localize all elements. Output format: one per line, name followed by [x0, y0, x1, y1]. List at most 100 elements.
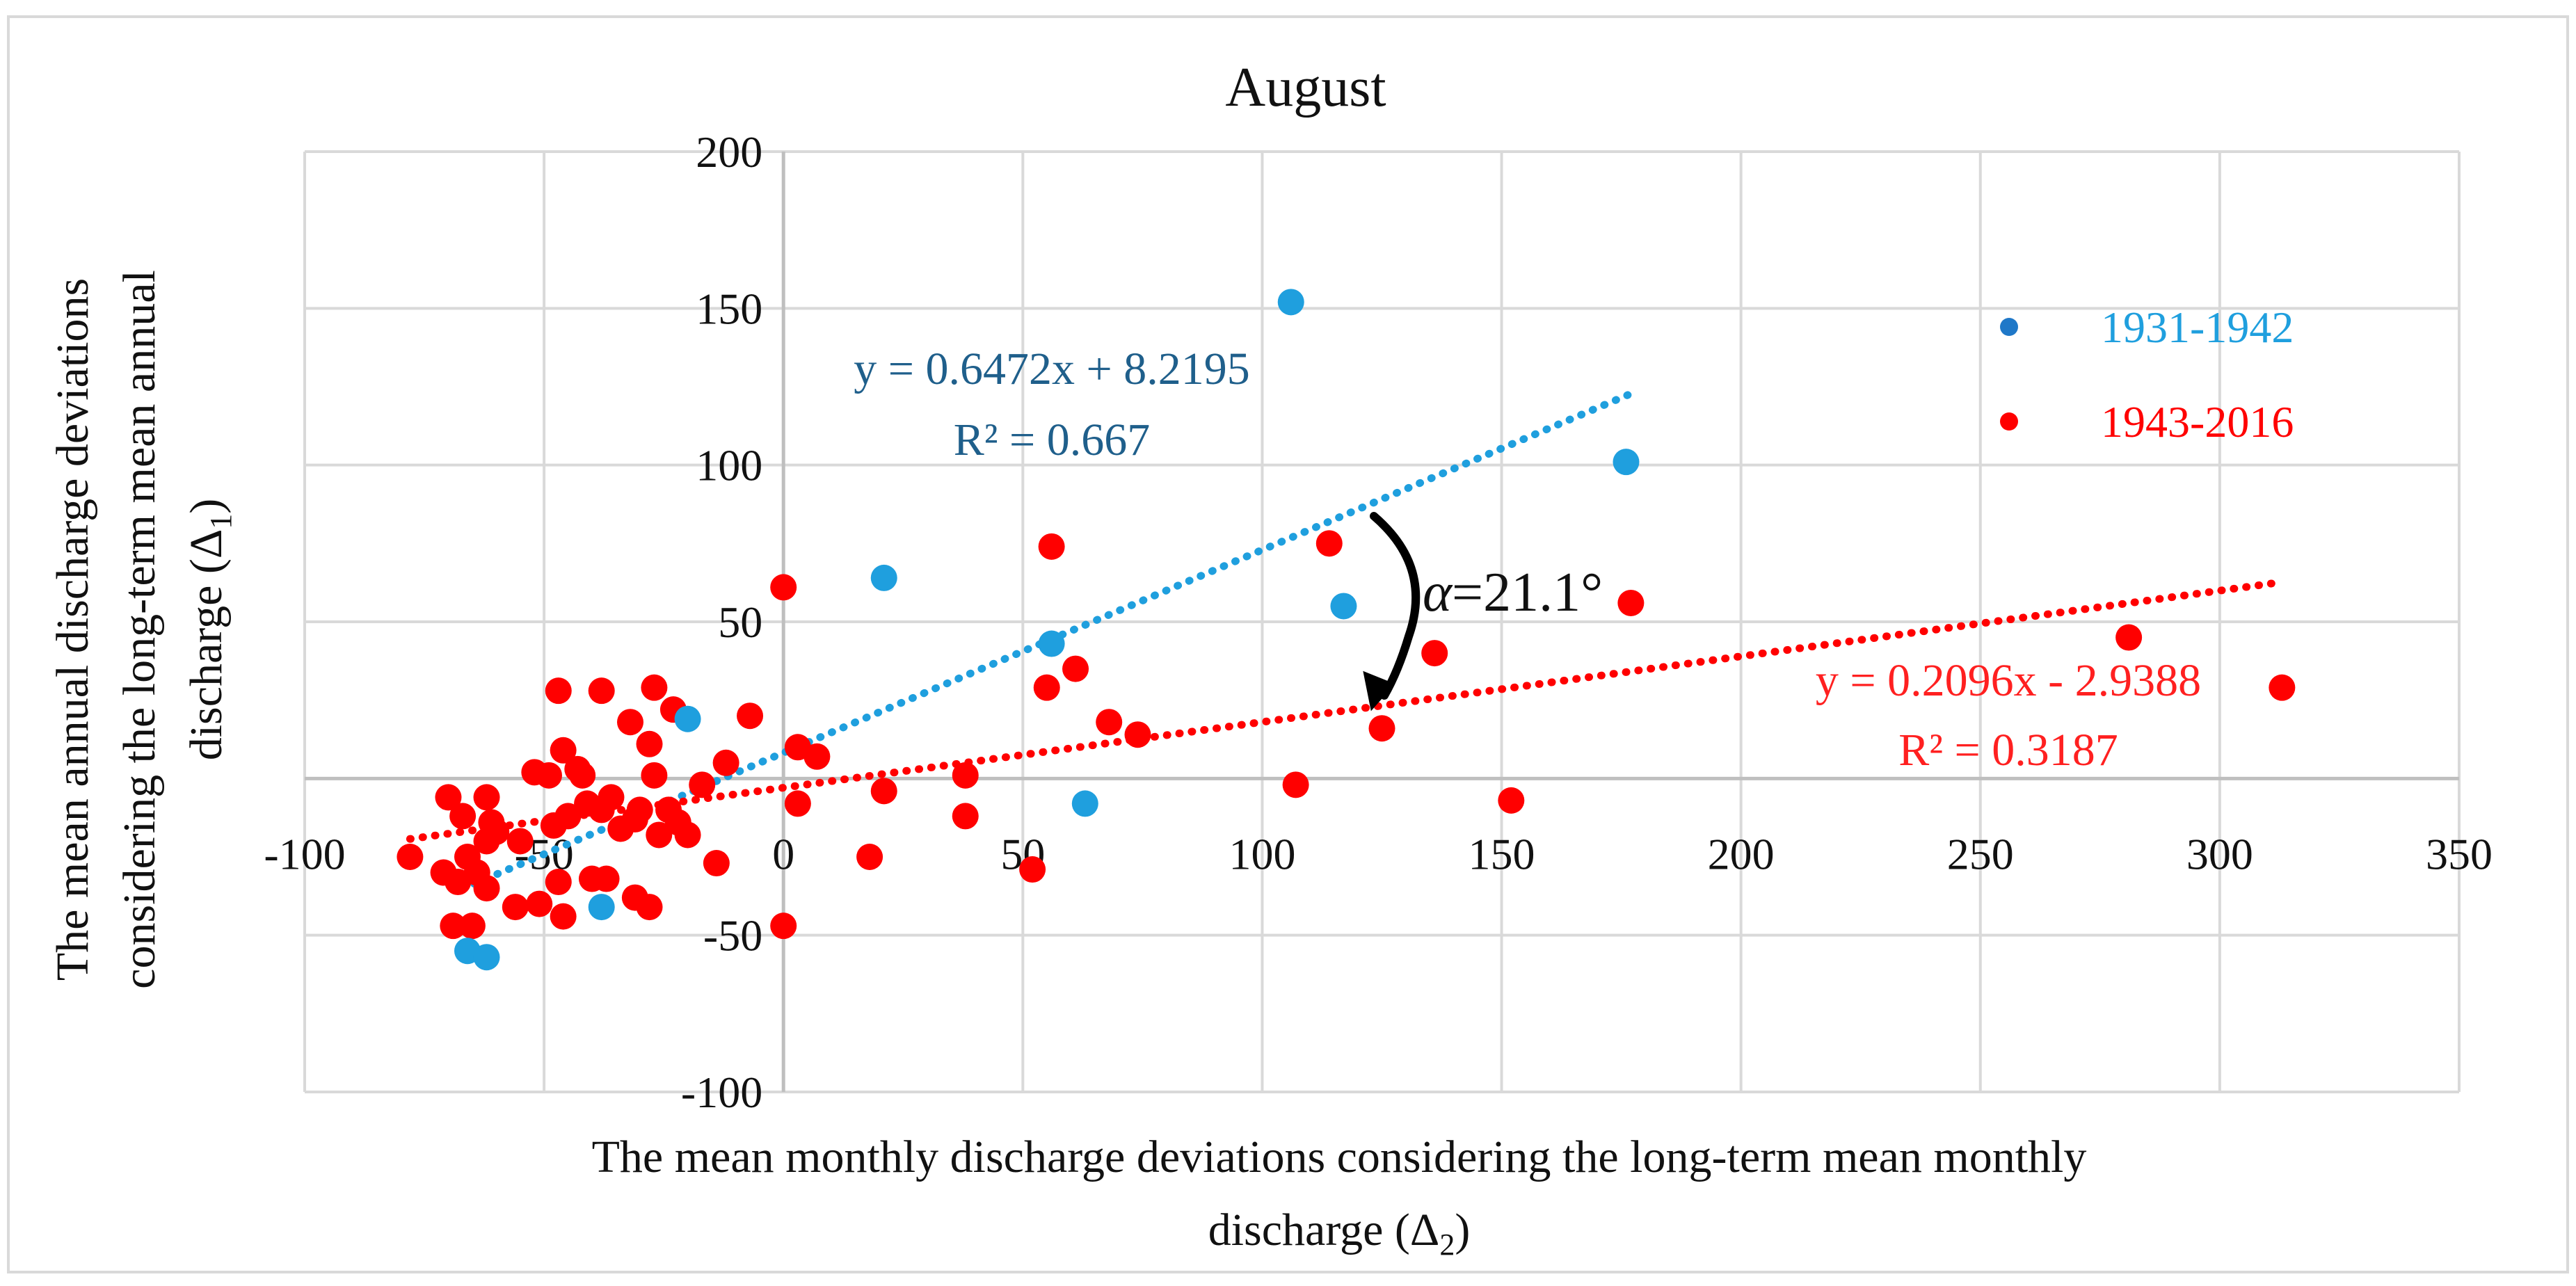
y-axis-title: The mean annual discharge deviations con… [47, 270, 238, 989]
point-1943-2016 [621, 884, 648, 911]
point-1943-2016 [641, 762, 668, 789]
point-1931-1942 [473, 944, 500, 971]
point-1943-2016 [2269, 674, 2296, 701]
y-axis-title-line3: discharge (Δ1) [181, 499, 238, 761]
point-1943-2016 [1282, 771, 1309, 798]
x-axis-title-line2: discharge (Δ2) [1208, 1205, 1471, 1262]
point-1943-2016 [506, 828, 534, 855]
point-1931-1942 [870, 564, 897, 591]
point-1943-2016 [578, 865, 605, 892]
point-1943-2016 [430, 859, 457, 886]
point-1943-2016 [545, 677, 572, 705]
point-1943-2016 [2115, 624, 2143, 651]
legend: 1931-1942 1943-2016 [2000, 303, 2294, 447]
point-1931-1942 [1038, 630, 1065, 657]
x-tick-label: 150 [1469, 829, 1535, 878]
point-1931-1942 [1071, 790, 1098, 817]
r2-1943-2016: R² = 0.3187 [1898, 725, 2118, 775]
point-1943-2016 [473, 784, 500, 811]
point-1943-2016 [1421, 640, 1448, 667]
point-1943-2016 [952, 762, 979, 789]
point-1943-2016 [616, 709, 643, 736]
legend-label-1931-1942: 1931-1942 [2101, 303, 2294, 352]
point-1943-2016 [588, 677, 615, 705]
angle-arc [1370, 512, 1421, 700]
equation-1943-2016: y = 0.2096x - 2.9388 [1816, 655, 2201, 706]
point-1943-2016 [1019, 856, 1046, 883]
angle-arrowhead [1363, 670, 1395, 712]
y-axis-title-subscript: 1 [204, 514, 238, 529]
point-1943-2016 [737, 702, 764, 730]
point-1943-2016 [1368, 715, 1395, 742]
point-1943-2016 [646, 821, 673, 849]
point-1943-2016 [1033, 674, 1060, 701]
point-1943-2016 [1617, 589, 1645, 616]
y-tick-label: 150 [696, 284, 762, 333]
point-1943-2016 [636, 730, 663, 757]
x-axis-title-text: discharge (Δ [1208, 1205, 1440, 1255]
angle-label: α=21.1° [1423, 562, 1603, 623]
point-1943-2016 [856, 844, 883, 870]
point-1943-2016 [435, 784, 462, 811]
point-1943-2016 [712, 749, 739, 776]
legend-marker-1931-1942 [2000, 318, 2018, 336]
angle-value: =21.1° [1452, 562, 1603, 623]
point-1943-2016 [870, 778, 897, 805]
point-1943-2016 [1498, 787, 1525, 814]
point-1943-2016 [1315, 530, 1343, 557]
point-1931-1942 [588, 894, 615, 921]
point-1943-2016 [784, 790, 811, 817]
point-1931-1942 [1277, 289, 1304, 316]
point-1931-1942 [674, 705, 701, 732]
x-tick-label: 100 [1229, 829, 1295, 878]
point-1943-2016 [655, 796, 682, 823]
point-1943-2016 [449, 803, 477, 830]
point-1943-2016 [397, 844, 424, 870]
point-1943-2016 [550, 737, 577, 764]
point-1943-2016 [540, 812, 567, 839]
y-tick-label: 50 [718, 597, 762, 647]
tick-labels: -100-50050100150200250300350-100-5050100… [264, 127, 2493, 1117]
point-1943-2016 [545, 869, 572, 896]
x-tick-label: 0 [772, 829, 794, 878]
y-axis-title-line2: considering the long-term mean annual [114, 270, 165, 989]
point-1931-1942 [1613, 449, 1640, 476]
x-tick-label: 350 [2426, 829, 2493, 878]
point-1943-2016 [641, 674, 668, 701]
data-points [397, 289, 2296, 971]
chart-frame [7, 15, 2569, 1273]
y-tick-label: -50 [703, 911, 762, 961]
trendline-1943-2016 [406, 578, 2286, 843]
x-axis-title-line1: The mean monthly discharge deviations co… [592, 1132, 2087, 1182]
y-tick-label: 100 [696, 441, 762, 490]
point-1943-2016 [454, 844, 481, 870]
point-1943-2016 [770, 574, 797, 601]
point-1943-2016 [574, 790, 601, 817]
point-1943-2016 [458, 913, 486, 940]
point-1943-2016 [473, 828, 500, 855]
y-tick-label: 200 [696, 127, 762, 177]
point-1943-2016 [607, 815, 634, 842]
point-1943-2016 [689, 771, 716, 798]
x-tick-label: -100 [264, 829, 345, 878]
x-tick-label: 300 [2186, 829, 2253, 878]
x-tick-label: 200 [1708, 829, 1775, 878]
point-1943-2016 [550, 903, 577, 930]
point-1943-2016 [1124, 721, 1151, 748]
angle-annotation: α=21.1° [1363, 512, 1603, 712]
point-1943-2016 [440, 913, 467, 940]
alpha-symbol: α [1423, 562, 1453, 623]
legend-marker-1943-2016 [2000, 412, 2018, 431]
x-tick-label: 250 [1947, 829, 2014, 878]
point-1943-2016 [1038, 533, 1065, 560]
legend-label-1943-2016: 1943-2016 [2101, 397, 2294, 447]
point-1943-2016 [564, 755, 591, 782]
point-1943-2016 [770, 913, 797, 940]
y-axis-title-text: discharge (Δ [181, 529, 232, 761]
x-axis-title-subscript: 2 [1439, 1228, 1455, 1262]
point-1943-2016 [1096, 709, 1123, 736]
point-1943-2016 [526, 890, 553, 917]
point-1943-2016 [703, 850, 730, 877]
equation-1931-1942: y = 0.6472x + 8.2195 [854, 344, 1249, 394]
